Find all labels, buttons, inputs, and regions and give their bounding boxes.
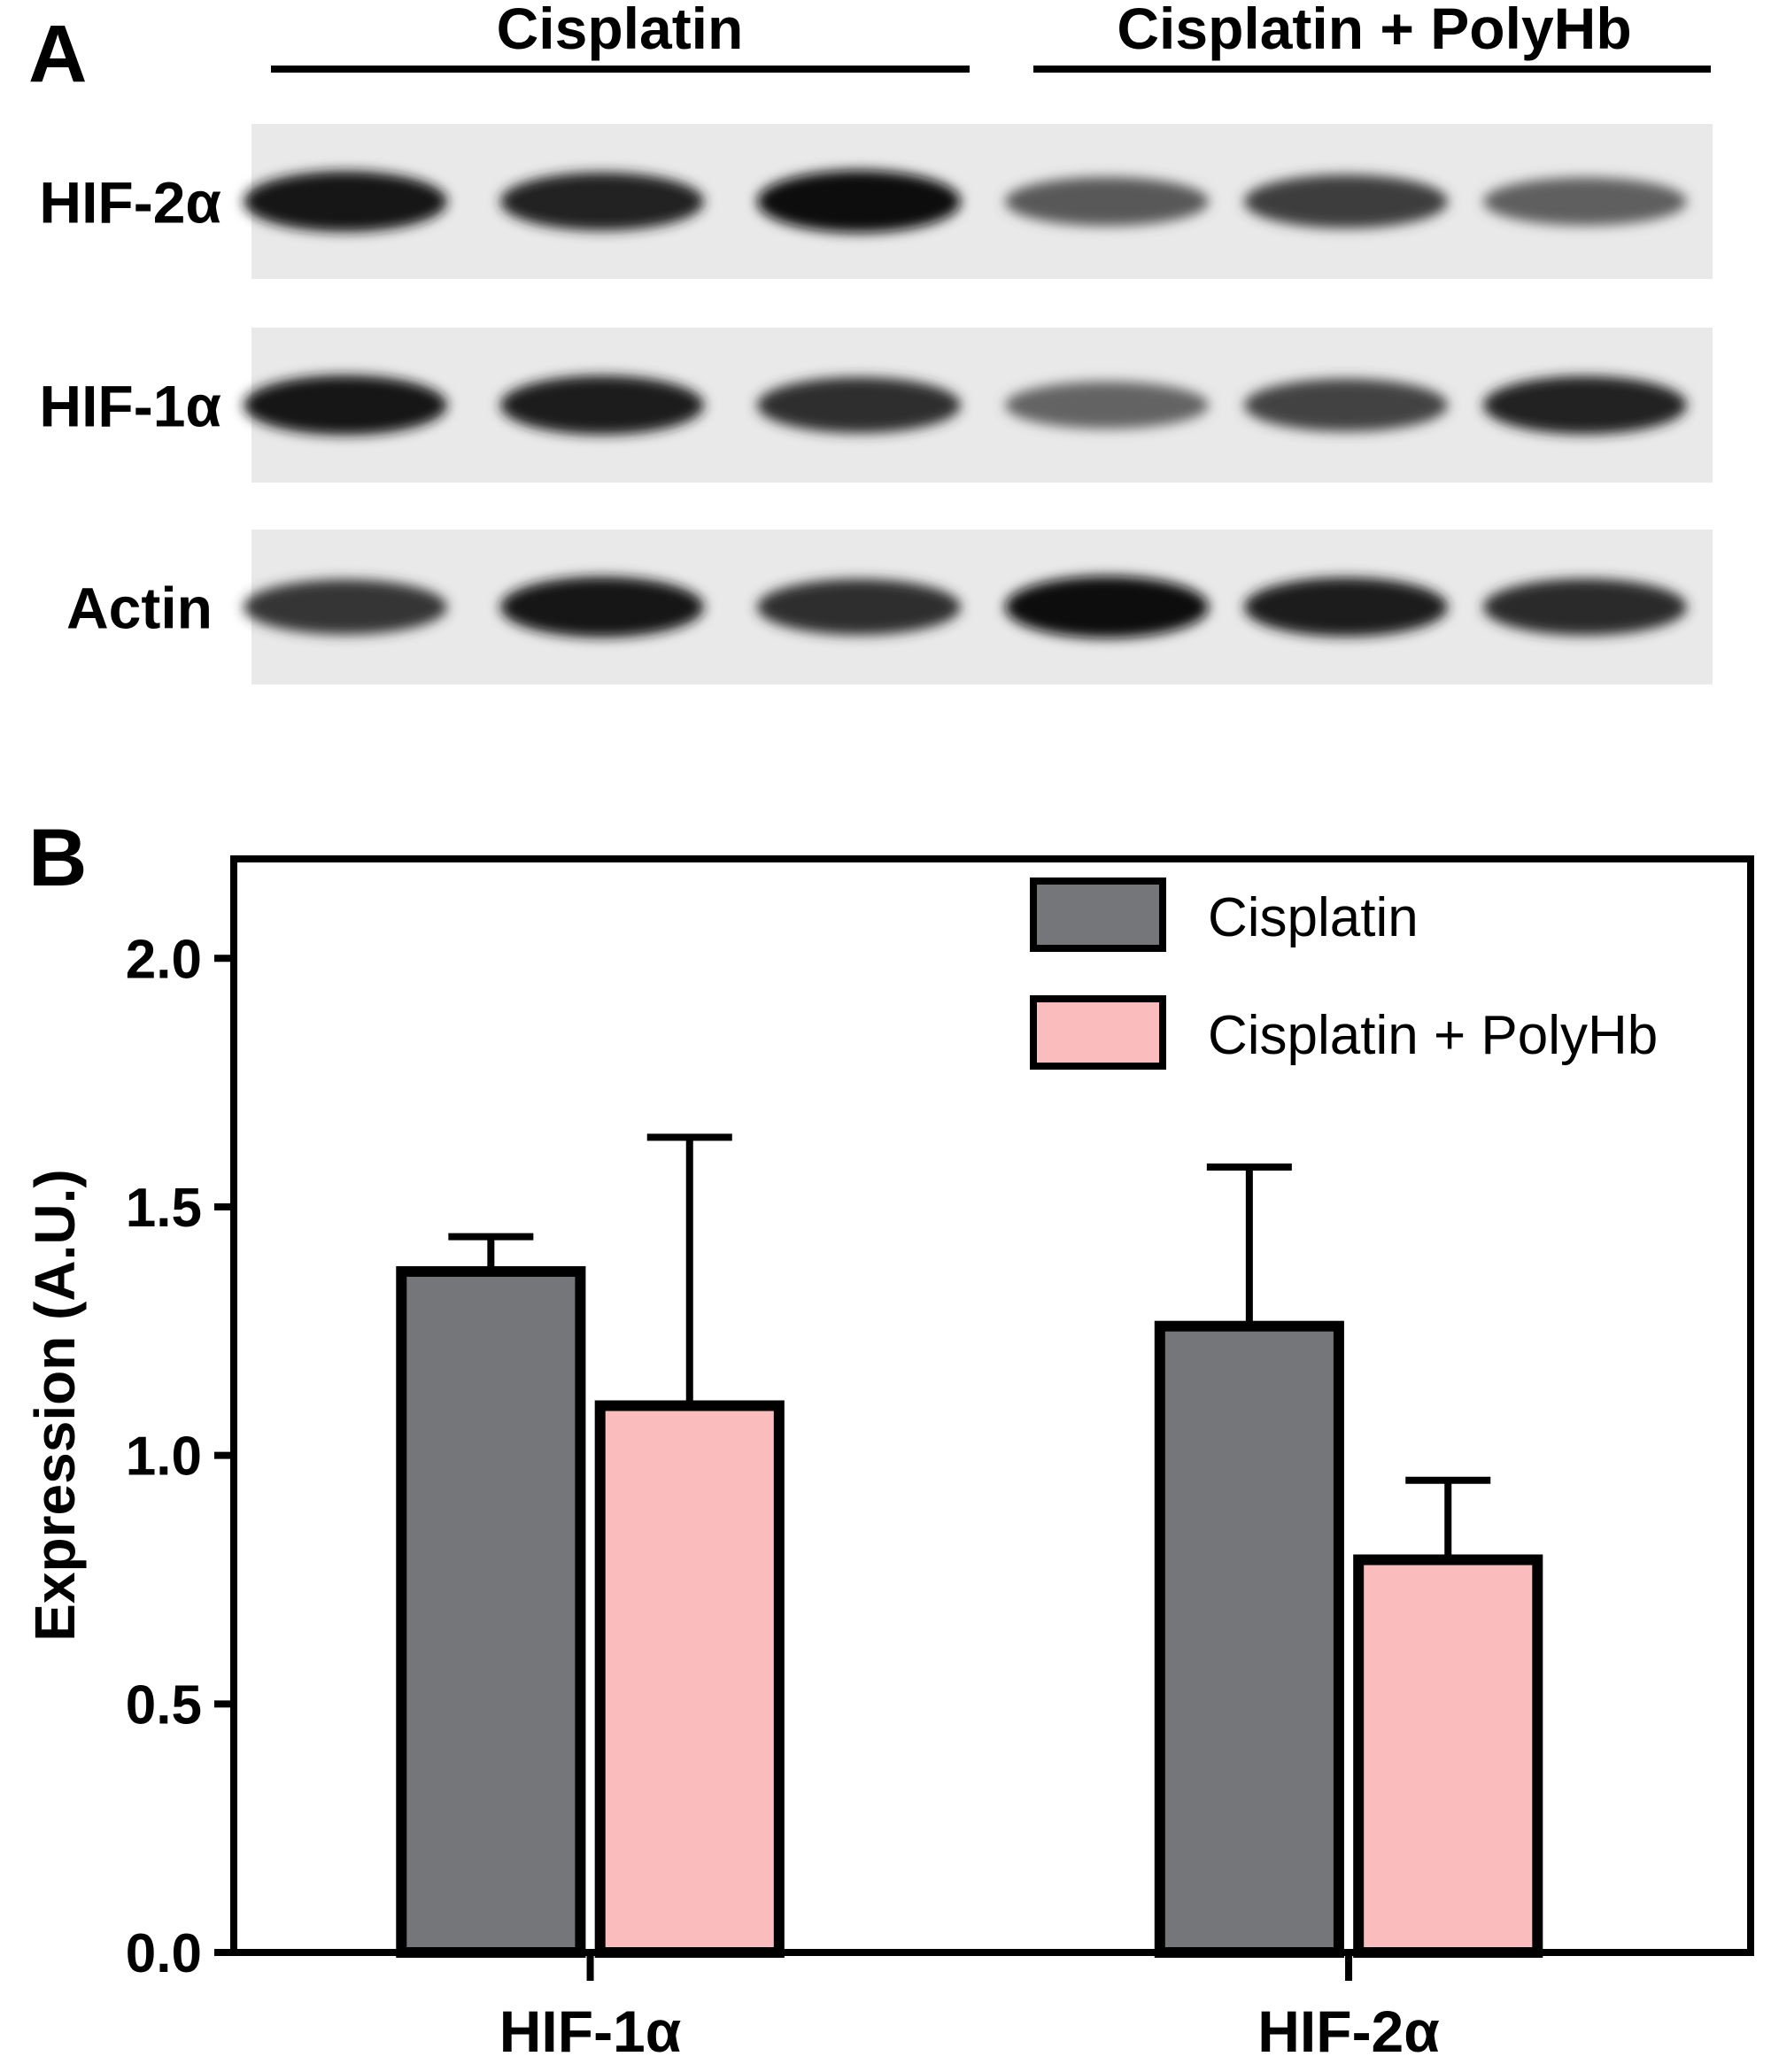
blot-row-label: HIF-1α [39, 374, 221, 439]
plot-frame [230, 855, 1754, 1956]
panel-a-label: A [28, 9, 87, 99]
bar [396, 1265, 586, 1958]
western-blot: HIF-2α HIF-1α Actin [39, 124, 1713, 684]
blot-band [244, 579, 447, 635]
blot-band [1005, 176, 1209, 227]
panel-b-label: B [28, 813, 87, 903]
blot-band [757, 578, 961, 636]
x-tick-label: HIF-2α [1257, 1999, 1440, 2064]
y-axis: 0.0 0.5 1.0 1.5 2.0 [126, 929, 234, 1984]
y-tick-label: 1.0 [126, 1426, 202, 1488]
blot-band [757, 376, 961, 434]
blot-group-label: Cisplatin + PolyHb [1117, 0, 1631, 61]
blot-band [1483, 177, 1687, 226]
bars [396, 1133, 1543, 1958]
blot-band [500, 172, 704, 231]
bar [1154, 1320, 1344, 1958]
blot-group-label: Cisplatin [497, 0, 744, 61]
blot-row: HIF-1α [39, 328, 1713, 483]
blot-row-label: Actin [66, 576, 213, 641]
blot-band [1483, 578, 1687, 636]
y-tick-label: 0.5 [126, 1674, 202, 1736]
blot-band [500, 375, 704, 435]
blot-row-label: HIF-2α [39, 170, 221, 236]
blot-band [1244, 378, 1448, 432]
blot-strip [251, 124, 1713, 279]
legend: Cisplatin Cisplatin + PolyHb [1030, 878, 1658, 1070]
blot-band [1244, 174, 1448, 228]
blot-band [1483, 375, 1687, 435]
legend-label: Cisplatin [1208, 887, 1419, 948]
x-axis: HIF-1α HIF-2α [499, 1952, 1440, 2064]
y-tick-label: 1.5 [126, 1178, 202, 1239]
y-tick-label: 0.0 [126, 1923, 202, 1984]
y-tick-label: 2.0 [126, 929, 202, 990]
blot-band [1005, 381, 1209, 429]
blot-band [500, 576, 704, 638]
blot-strip [251, 328, 1713, 483]
blot-band [1244, 577, 1448, 637]
y-axis-label: Expression (A.U.) [23, 1169, 87, 1641]
legend-label: Cisplatin + PolyHb [1208, 1005, 1658, 1066]
blot-band [244, 171, 447, 232]
legend-swatch [1030, 878, 1166, 952]
blot-band [757, 170, 961, 233]
blot-group-cisplatin-polyhb: Cisplatin + PolyHb [1033, 0, 1711, 73]
bar [594, 1400, 785, 1958]
blot-band [1005, 576, 1209, 638]
blot-band [244, 375, 447, 436]
blot-row: Actin [66, 530, 1713, 684]
blot-strip [251, 530, 1713, 684]
x-tick-label: HIF-1α [499, 1999, 682, 2064]
legend-swatch [1030, 995, 1166, 1070]
blot-row: HIF-2α [39, 124, 1713, 279]
blot-group-cisplatin: Cisplatin [271, 0, 970, 73]
bar-chart: 0.0 0.5 1.0 1.5 2.0 HIF-1α HIF-2α Expression … [23, 855, 1754, 2064]
bar [1353, 1554, 1543, 1958]
